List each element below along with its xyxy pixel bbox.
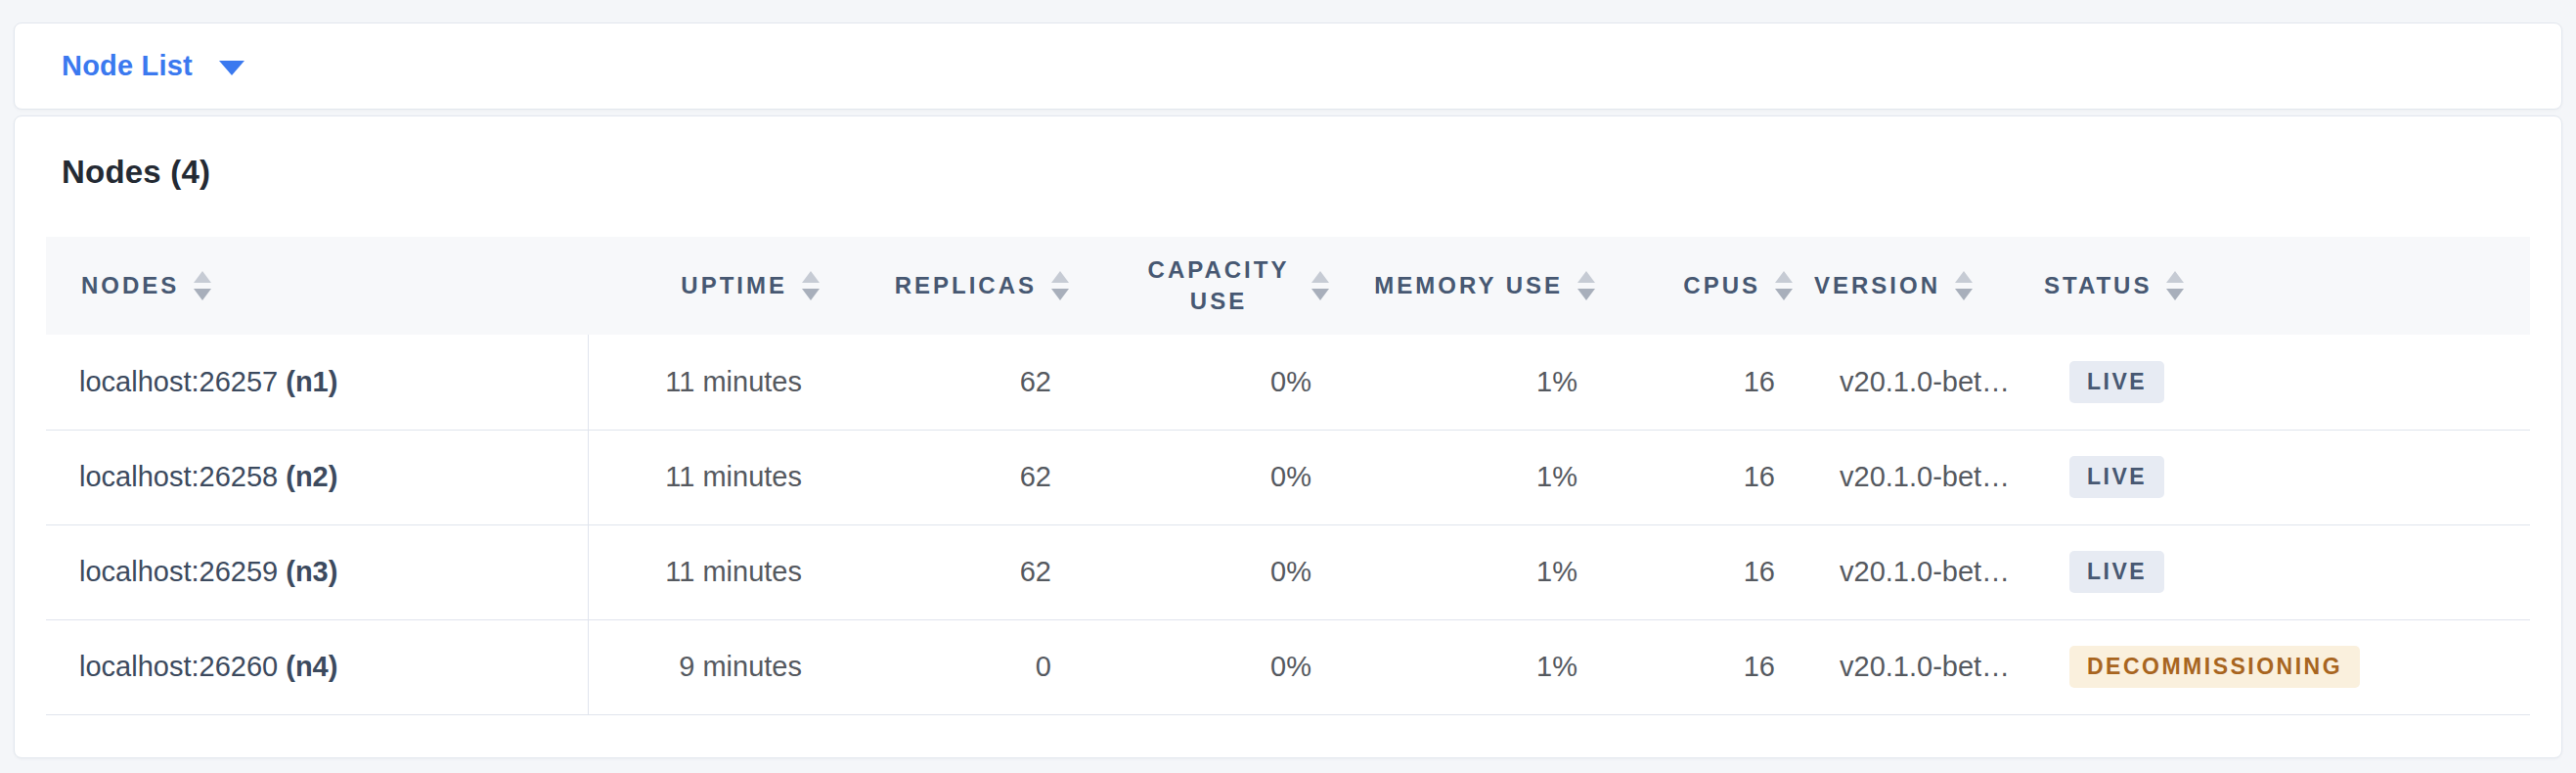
status-cell: LIVE <box>2030 524 2530 619</box>
capacity-use-cell: 0% <box>1077 524 1337 619</box>
table-row: localhost:26260 (n4) 9 minutes 0 0% 1% 1… <box>46 619 2530 714</box>
node-address-cell: localhost:26257 (n1) <box>46 335 588 430</box>
nodes-card: Nodes (4) NODES UPTIME REPLICAS <box>14 115 2562 758</box>
status-badge: DECOMMISSIONING <box>2069 646 2360 688</box>
column-header-memory-use[interactable]: MEMORY USE <box>1337 237 1603 335</box>
uptime-cell: 9 minutes <box>588 619 827 714</box>
capacity-use-cell: 0% <box>1077 619 1337 714</box>
cpus-cell: 16 <box>1603 524 1800 619</box>
sort-icon[interactable] <box>802 271 820 300</box>
table-row: localhost:26258 (n2) 11 minutes 62 0% 1%… <box>46 430 2530 524</box>
capacity-use-cell: 0% <box>1077 430 1337 524</box>
sort-icon[interactable] <box>1775 271 1793 300</box>
replicas-cell: 62 <box>827 335 1077 430</box>
node-id: (n3) <box>286 556 337 587</box>
memory-use-cell: 1% <box>1337 619 1603 714</box>
version-cell: v20.1.0-bet… <box>1800 430 2030 524</box>
replicas-cell: 0 <box>827 619 1077 714</box>
memory-use-cell: 1% <box>1337 524 1603 619</box>
capacity-use-cell: 0% <box>1077 335 1337 430</box>
node-list-page: Node List Nodes (4) NODES UPTIME <box>0 0 2576 773</box>
cpus-cell: 16 <box>1603 430 1800 524</box>
status-cell: DECOMMISSIONING <box>2030 619 2530 714</box>
memory-use-cell: 1% <box>1337 430 1603 524</box>
node-list-dropdown-label[interactable]: Node List <box>62 50 193 82</box>
table-row: localhost:26257 (n1) 11 minutes 62 0% 1%… <box>46 335 2530 430</box>
version-cell: v20.1.0-bet… <box>1800 335 2030 430</box>
sort-icon[interactable] <box>2166 271 2184 300</box>
node-id: (n4) <box>286 651 337 682</box>
node-address-cell: localhost:26259 (n3) <box>46 524 588 619</box>
column-header-nodes[interactable]: NODES <box>46 237 588 335</box>
column-header-version[interactable]: VERSION <box>1800 237 2030 335</box>
node-id: (n2) <box>286 461 337 492</box>
replicas-cell: 62 <box>827 524 1077 619</box>
sort-icon[interactable] <box>1311 271 1329 300</box>
sort-icon[interactable] <box>1955 271 1973 300</box>
page-title: Nodes (4) <box>62 154 2530 191</box>
node-address-cell: localhost:26260 (n4) <box>46 619 588 714</box>
caret-down-icon[interactable] <box>219 61 244 75</box>
view-selector-bar: Node List <box>14 23 2562 110</box>
node-list-dropdown[interactable]: Node List <box>62 50 244 82</box>
uptime-cell: 11 minutes <box>588 335 827 430</box>
sort-icon[interactable] <box>194 271 211 300</box>
node-id: (n1) <box>286 366 337 397</box>
table-header-row: NODES UPTIME REPLICAS CAPACITY USE MEMOR… <box>46 237 2530 335</box>
cpus-cell: 16 <box>1603 619 1800 714</box>
table-row: localhost:26259 (n3) 11 minutes 62 0% 1%… <box>46 524 2530 619</box>
replicas-cell: 62 <box>827 430 1077 524</box>
column-header-cpus[interactable]: CPUS <box>1603 237 1800 335</box>
column-header-capacity-use[interactable]: CAPACITY USE <box>1077 237 1337 335</box>
column-header-uptime[interactable]: UPTIME <box>588 237 827 335</box>
nodes-table: NODES UPTIME REPLICAS CAPACITY USE MEMOR… <box>46 237 2530 715</box>
column-header-replicas[interactable]: REPLICAS <box>827 237 1077 335</box>
uptime-cell: 11 minutes <box>588 430 827 524</box>
status-badge: LIVE <box>2069 456 2164 498</box>
memory-use-cell: 1% <box>1337 335 1603 430</box>
uptime-cell: 11 minutes <box>588 524 827 619</box>
status-cell: LIVE <box>2030 430 2530 524</box>
sort-icon[interactable] <box>1577 271 1595 300</box>
cpus-cell: 16 <box>1603 335 1800 430</box>
status-cell: LIVE <box>2030 335 2530 430</box>
version-cell: v20.1.0-bet… <box>1800 524 2030 619</box>
column-header-status[interactable]: STATUS <box>2030 237 2530 335</box>
status-badge: LIVE <box>2069 551 2164 593</box>
status-badge: LIVE <box>2069 361 2164 403</box>
node-address-cell: localhost:26258 (n2) <box>46 430 588 524</box>
version-cell: v20.1.0-bet… <box>1800 619 2030 714</box>
sort-icon[interactable] <box>1051 271 1069 300</box>
